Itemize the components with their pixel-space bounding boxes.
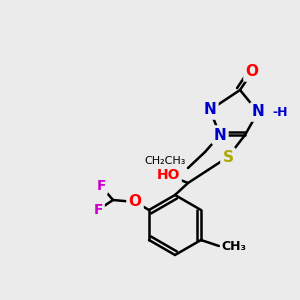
Text: CH₂CH₃: CH₂CH₃ — [145, 156, 186, 166]
Text: CH₃: CH₃ — [221, 239, 246, 253]
Text: F: F — [93, 203, 103, 217]
Text: O: O — [245, 64, 259, 80]
Text: -H: -H — [272, 106, 287, 118]
Text: N: N — [204, 103, 216, 118]
Text: N: N — [214, 128, 226, 142]
Text: O: O — [128, 194, 142, 209]
Text: N: N — [252, 104, 264, 119]
Text: HO: HO — [156, 168, 180, 182]
Text: F: F — [96, 179, 106, 193]
Text: S: S — [223, 149, 233, 164]
